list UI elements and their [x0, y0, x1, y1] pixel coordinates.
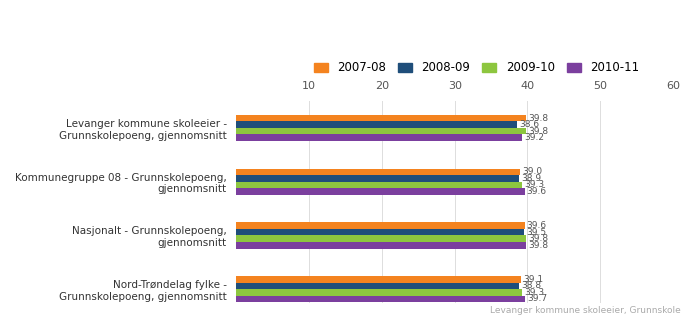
Bar [236, 169, 521, 175]
Bar [236, 229, 524, 235]
Text: 39.5: 39.5 [526, 228, 546, 237]
Text: 39.0: 39.0 [523, 167, 543, 176]
Bar [236, 128, 526, 135]
Text: 39.8: 39.8 [528, 127, 548, 136]
Legend: 2007-08, 2008-09, 2009-10, 2010-11: 2007-08, 2008-09, 2009-10, 2010-11 [309, 57, 644, 79]
Bar [236, 188, 525, 195]
Text: 39.7: 39.7 [528, 294, 548, 303]
Bar [236, 182, 523, 188]
Bar [236, 235, 526, 242]
Bar [236, 242, 526, 248]
Text: 39.8: 39.8 [528, 234, 548, 243]
Bar [236, 222, 525, 229]
Bar [236, 276, 521, 283]
Text: 39.2: 39.2 [524, 133, 544, 142]
Text: 39.3: 39.3 [525, 288, 545, 297]
Bar [236, 283, 518, 289]
Text: 38.6: 38.6 [519, 120, 539, 129]
Text: 39.1: 39.1 [523, 275, 543, 284]
Bar [236, 289, 523, 296]
Text: 39.6: 39.6 [527, 187, 547, 196]
Text: 39.3: 39.3 [525, 181, 545, 190]
Text: 39.8: 39.8 [528, 241, 548, 250]
Bar [236, 121, 517, 128]
Bar [236, 115, 526, 121]
Bar [236, 175, 519, 182]
Text: 38.8: 38.8 [521, 281, 541, 290]
Text: 39.8: 39.8 [528, 114, 548, 123]
Bar [236, 296, 525, 302]
Text: 38.9: 38.9 [522, 174, 542, 183]
Text: Levanger kommune skoleeier, Grunnskole: Levanger kommune skoleeier, Grunnskole [491, 306, 681, 315]
Text: 39.6: 39.6 [527, 221, 547, 230]
Bar [236, 135, 522, 141]
